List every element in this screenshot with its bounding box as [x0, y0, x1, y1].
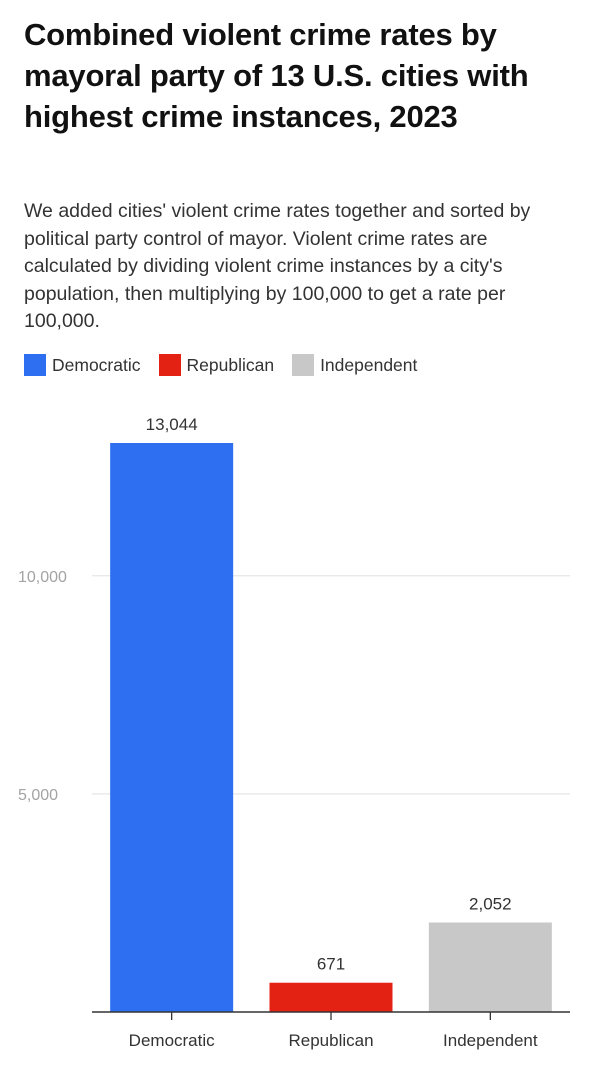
chart-subtitle: We added cities' violent crime rates tog…: [24, 200, 531, 332]
legend-item-independent: Independent: [292, 354, 417, 376]
bar-value-label-independent: 2,052: [469, 894, 512, 913]
bar-democratic: [110, 443, 234, 1012]
chart-title: Combined violent crime rates by mayoral …: [24, 17, 529, 134]
y-tick-label-10000: 10,000: [18, 569, 67, 586]
legend-swatch-republican: [158, 354, 181, 376]
x-tick-label-democratic: Democratic: [129, 1031, 215, 1050]
x-tick-label-republican: Republican: [288, 1031, 373, 1050]
legend: Democratic Republican Independent: [24, 353, 435, 377]
bar-independent: [428, 922, 552, 1012]
bar-value-label-republican: 671: [317, 955, 345, 974]
legend-label-independent: Independent: [320, 354, 418, 375]
legend-item-democratic: Democratic: [24, 354, 141, 376]
legend-label-democratic: Democratic: [52, 354, 141, 375]
bar-value-label-democratic: 13,044: [146, 415, 198, 434]
legend-swatch-democratic: [24, 354, 46, 376]
legend-label-republican: Republican: [186, 354, 275, 375]
legend-swatch-independent: [292, 354, 315, 376]
bar-republican: [269, 982, 393, 1012]
y-tick-label-5000: 5,000: [18, 787, 58, 804]
legend-item-republican: Republican: [158, 354, 275, 376]
x-tick-label-independent: Independent: [443, 1031, 538, 1050]
